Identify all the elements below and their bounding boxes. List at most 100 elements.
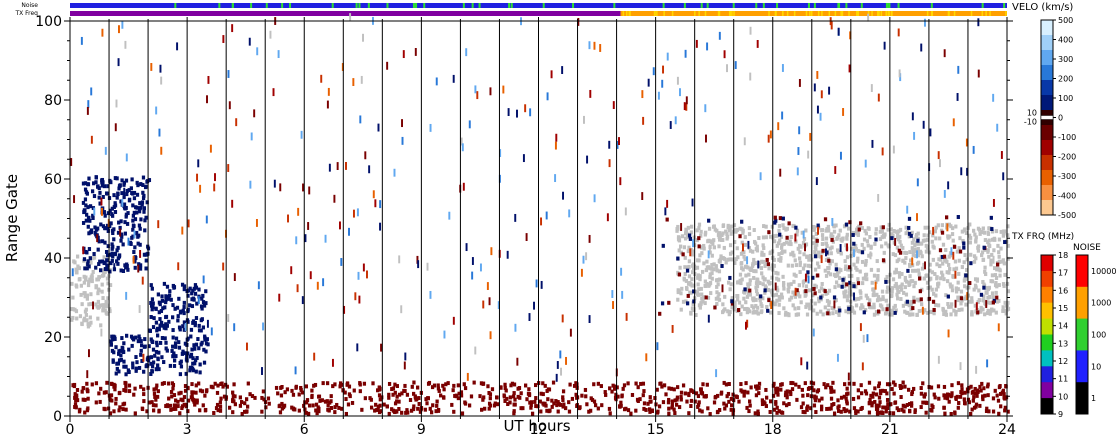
data-cell bbox=[83, 397, 87, 402]
data-cell bbox=[698, 274, 702, 279]
data-cell bbox=[122, 341, 126, 346]
data-cell bbox=[233, 273, 236, 282]
data-cell bbox=[690, 252, 695, 257]
data-cell bbox=[932, 311, 936, 316]
data-cell bbox=[554, 174, 557, 183]
data-cell bbox=[733, 228, 738, 233]
data-cell bbox=[712, 224, 716, 229]
y-tick-label: 20 bbox=[44, 330, 62, 346]
data-cell bbox=[752, 305, 756, 310]
data-cell bbox=[614, 397, 618, 402]
data-cell bbox=[804, 273, 807, 282]
data-cell bbox=[142, 369, 146, 374]
data-cell bbox=[398, 255, 401, 264]
data-cell bbox=[967, 233, 972, 238]
data-cell bbox=[816, 223, 820, 228]
data-cell bbox=[379, 222, 382, 231]
data-cell bbox=[706, 42, 709, 51]
data-cell bbox=[314, 408, 318, 413]
data-cell bbox=[727, 382, 731, 386]
noise-flag bbox=[250, 3, 253, 8]
data-cell bbox=[723, 406, 727, 411]
data-cell bbox=[541, 381, 545, 386]
data-cell bbox=[770, 288, 774, 293]
data-cell bbox=[463, 386, 468, 391]
data-cell bbox=[177, 296, 181, 301]
data-cell bbox=[966, 167, 969, 176]
data-cell bbox=[991, 396, 996, 401]
data-cell bbox=[977, 18, 980, 27]
data-cell bbox=[832, 229, 837, 234]
data-cell bbox=[278, 403, 282, 408]
data-cell bbox=[119, 232, 124, 237]
data-cell bbox=[671, 325, 674, 333]
data-cell bbox=[454, 393, 459, 398]
data-cell bbox=[195, 356, 199, 360]
data-cell bbox=[182, 395, 187, 400]
data-cell bbox=[529, 108, 532, 117]
data-cell bbox=[712, 400, 717, 405]
data-cell bbox=[679, 397, 683, 402]
data-cell bbox=[905, 302, 909, 306]
data-cell bbox=[971, 398, 975, 403]
data-cell bbox=[862, 310, 866, 315]
data-cell bbox=[87, 264, 91, 269]
data-cell bbox=[694, 391, 699, 396]
data-cell bbox=[135, 192, 140, 197]
data-cell bbox=[859, 295, 863, 300]
data-cell bbox=[898, 234, 902, 239]
data-cell bbox=[386, 61, 389, 70]
data-cell bbox=[930, 408, 934, 413]
data-cell bbox=[837, 283, 841, 288]
data-cell bbox=[561, 395, 565, 400]
data-cell bbox=[179, 309, 183, 314]
data-cell bbox=[798, 126, 801, 135]
data-cell bbox=[133, 256, 137, 261]
data-cell bbox=[1001, 309, 1005, 313]
data-cell bbox=[846, 267, 850, 272]
data-cell bbox=[391, 386, 396, 391]
data-cell bbox=[175, 305, 180, 310]
data-cell bbox=[827, 300, 831, 305]
noise-tick-label: 10 bbox=[1091, 362, 1101, 371]
data-cell bbox=[993, 283, 998, 288]
data-cell bbox=[874, 310, 879, 314]
txfreq-swatch bbox=[1041, 255, 1053, 272]
data-cell bbox=[878, 303, 883, 308]
data-cell bbox=[291, 392, 296, 397]
velocity-swatch bbox=[1041, 95, 1053, 111]
data-cell bbox=[246, 404, 250, 409]
data-cell bbox=[741, 228, 745, 233]
data-cell bbox=[848, 280, 852, 285]
data-cell bbox=[172, 407, 176, 411]
data-cell bbox=[806, 404, 810, 409]
data-cell bbox=[927, 277, 932, 282]
data-cell bbox=[883, 41, 886, 50]
data-cell bbox=[362, 33, 364, 42]
data-cell bbox=[98, 304, 102, 309]
data-cell bbox=[772, 301, 776, 306]
data-cell bbox=[773, 215, 777, 220]
data-cell bbox=[872, 293, 876, 298]
data-cell bbox=[575, 404, 579, 408]
data-cell bbox=[80, 36, 83, 45]
data-cell bbox=[155, 343, 159, 348]
data-cell bbox=[417, 401, 421, 406]
data-cell bbox=[676, 297, 680, 302]
data-cell bbox=[827, 258, 831, 263]
data-cell bbox=[325, 381, 330, 386]
data-cell bbox=[278, 410, 283, 415]
data-cell bbox=[100, 273, 105, 278]
data-cell bbox=[949, 411, 953, 416]
data-cell bbox=[124, 407, 128, 412]
data-cell bbox=[183, 384, 188, 388]
data-cell bbox=[436, 386, 441, 391]
data-cell bbox=[924, 410, 928, 415]
noise-tick-label: 10000 bbox=[1091, 267, 1116, 276]
data-cell bbox=[426, 262, 429, 271]
data-cell bbox=[354, 292, 357, 301]
data-cell bbox=[878, 400, 882, 405]
data-cell bbox=[667, 406, 671, 411]
data-cell bbox=[534, 396, 538, 400]
data-cell bbox=[110, 251, 114, 256]
